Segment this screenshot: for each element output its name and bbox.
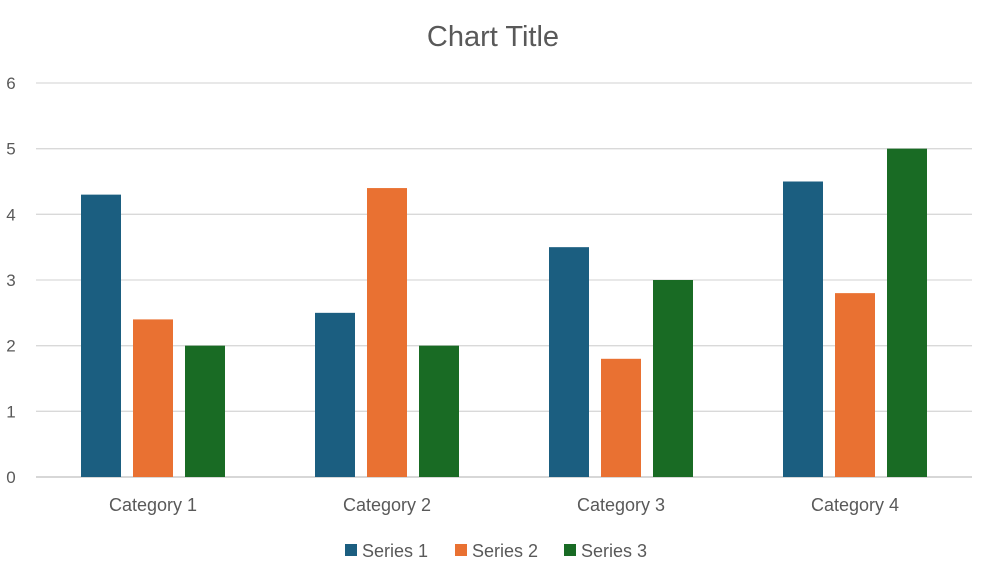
y-tick-label: 4 xyxy=(6,205,15,224)
x-tick-label: Category 2 xyxy=(343,495,431,515)
legend-label: Series 1 xyxy=(362,541,428,561)
y-tick-label: 6 xyxy=(6,74,15,93)
bar-2-2 xyxy=(367,188,407,478)
bars xyxy=(81,148,927,478)
legend: Series 1 Series 2 Series 3 xyxy=(345,541,647,561)
legend-label: Series 3 xyxy=(581,541,647,561)
bar-1-4 xyxy=(783,181,823,477)
y-axis-ticks: 0 1 2 3 4 5 6 xyxy=(6,74,15,487)
y-tick-label: 2 xyxy=(6,337,15,356)
chart-title: Chart Title xyxy=(427,21,559,53)
x-axis-ticks: Category 1 Category 2 Category 3 Category 4 xyxy=(109,495,899,515)
bar-1-2 xyxy=(315,312,355,477)
x-tick-label: Category 4 xyxy=(811,495,899,515)
bar-2-1 xyxy=(133,319,173,477)
bar-1-3 xyxy=(549,247,589,477)
bar-3-4 xyxy=(887,148,927,477)
bar-3-2 xyxy=(419,345,459,477)
bar-3-1 xyxy=(185,345,225,477)
y-tick-label: 5 xyxy=(6,140,15,159)
legend-label: Series 2 xyxy=(472,541,538,561)
x-tick-label: Category 1 xyxy=(109,495,197,515)
bar-3-3 xyxy=(653,280,693,477)
gridlines xyxy=(36,82,972,478)
legend-swatch xyxy=(345,544,357,556)
y-tick-label: 3 xyxy=(6,271,15,290)
legend-swatch xyxy=(455,544,467,556)
x-tick-label: Category 3 xyxy=(577,495,665,515)
bar-2-4 xyxy=(835,293,875,477)
legend-swatch xyxy=(564,544,576,556)
y-tick-label: 1 xyxy=(6,402,15,421)
y-tick-label: 0 xyxy=(6,468,15,487)
bar-1-1 xyxy=(81,194,121,477)
bar-2-3 xyxy=(601,358,641,477)
